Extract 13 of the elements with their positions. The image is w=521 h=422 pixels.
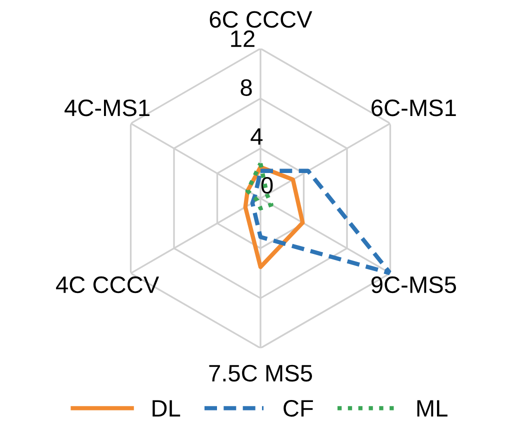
legend-label: CF [284, 400, 313, 417]
spoke-label: 4C CCCV [56, 276, 160, 294]
y-tick-label: 0 [261, 176, 273, 194]
y-tick-label: 4 [250, 128, 263, 145]
y-tick-label: 12 [231, 30, 254, 47]
spoke-label: 9C-MS5 [372, 276, 456, 294]
spoke-label: 7.5C MS5 [209, 364, 312, 382]
spoke-label: 6C CCCV [210, 11, 312, 28]
y-tick-label: 8 [240, 79, 252, 96]
spoke-label: 6C-MS1 [372, 100, 456, 116]
legend-label: ML [417, 400, 448, 416]
legend-label: DL [152, 400, 180, 416]
spoke-label: 4C-MS1 [64, 100, 150, 116]
